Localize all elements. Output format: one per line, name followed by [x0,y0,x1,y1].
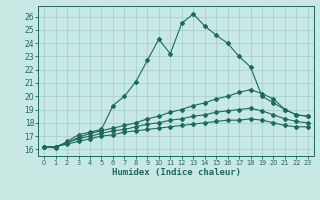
X-axis label: Humidex (Indice chaleur): Humidex (Indice chaleur) [111,168,241,177]
